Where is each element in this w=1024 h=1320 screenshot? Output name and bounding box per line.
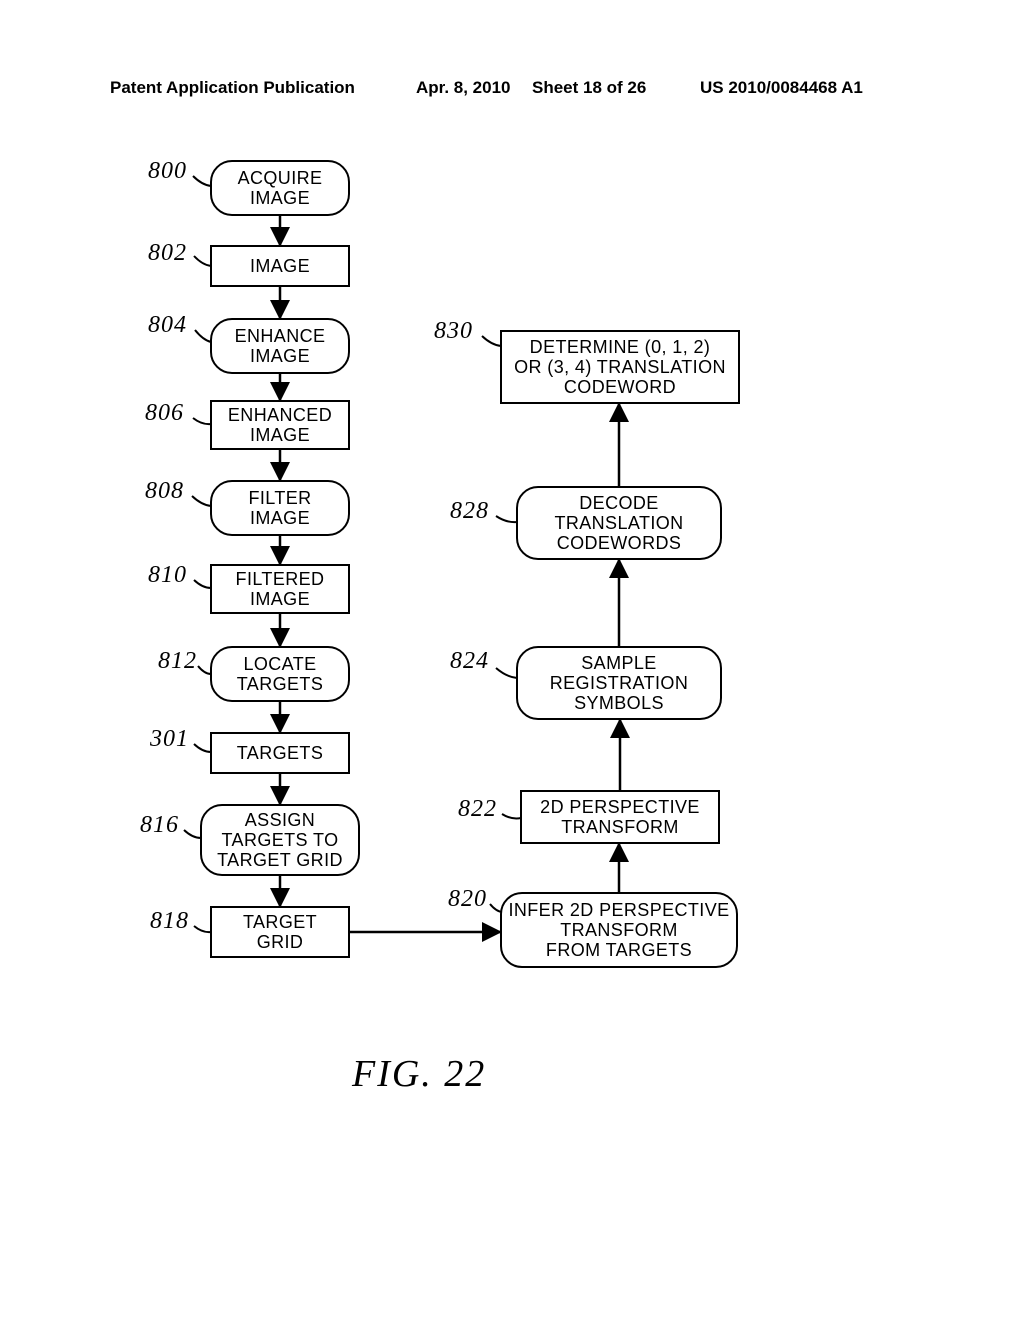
refnum-n824: 824 [450,648,489,675]
node-n824: SAMPLEREGISTRATIONSYMBOLS [516,646,722,720]
refnum-n822: 822 [458,796,497,823]
header-sheet: Sheet 18 of 26 [532,78,646,98]
node-n830: DETERMINE (0, 1, 2)OR (3, 4) TRANSLATION… [500,330,740,404]
node-n822: 2D PERSPECTIVETRANSFORM [520,790,720,844]
node-n816: ASSIGNTARGETS TOTARGET GRID [200,804,360,876]
node-n828: DECODETRANSLATIONCODEWORDS [516,486,722,560]
refnum-n301: 301 [150,726,189,753]
node-n818: TARGETGRID [210,906,350,958]
node-n301: TARGETS [210,732,350,774]
refnum-n808: 808 [145,478,184,505]
node-n820: INFER 2D PERSPECTIVETRANSFORMFROM TARGET… [500,892,738,968]
refnum-n820: 820 [448,886,487,913]
node-n804: ENHANCEIMAGE [210,318,350,374]
figure-label: FIG. 22 [352,1052,486,1096]
refnum-n810: 810 [148,562,187,589]
node-n810: FILTEREDIMAGE [210,564,350,614]
header-publication: Patent Application Publication [110,78,355,98]
refnum-n828: 828 [450,498,489,525]
header-docnum: US 2010/0084468 A1 [700,78,863,98]
refnum-n812: 812 [158,648,197,675]
refnum-n802: 802 [148,240,187,267]
node-n806: ENHANCEDIMAGE [210,400,350,450]
node-n800: ACQUIREIMAGE [210,160,350,216]
refnum-n806: 806 [145,400,184,427]
refnum-n800: 800 [148,158,187,185]
refnum-n804: 804 [148,312,187,339]
node-n812: LOCATETARGETS [210,646,350,702]
page: Patent Application Publication Apr. 8, 2… [0,0,1024,1320]
header-date: Apr. 8, 2010 [416,78,511,98]
refnum-n818: 818 [150,908,189,935]
node-n802: IMAGE [210,245,350,287]
connectors-overlay [0,0,1024,1320]
refnum-n830: 830 [434,318,473,345]
node-n808: FILTERIMAGE [210,480,350,536]
refnum-n816: 816 [140,812,179,839]
